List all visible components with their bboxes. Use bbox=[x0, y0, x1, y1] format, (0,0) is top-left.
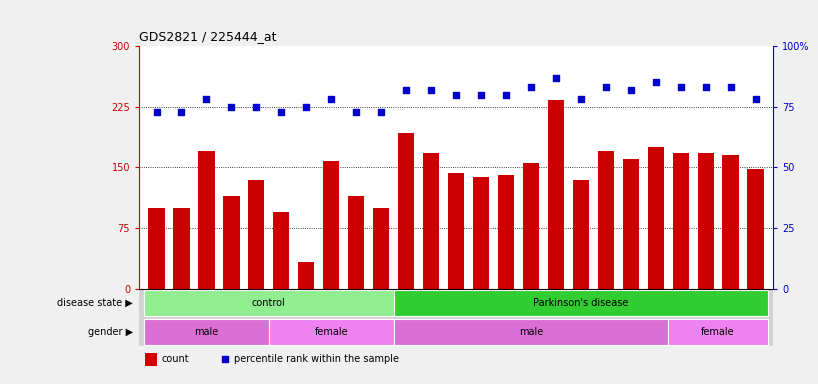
Text: male: male bbox=[195, 327, 218, 337]
Point bbox=[375, 109, 388, 115]
Text: female: female bbox=[701, 327, 735, 337]
Point bbox=[524, 84, 537, 90]
Text: female: female bbox=[314, 327, 348, 337]
Point bbox=[399, 87, 412, 93]
Point bbox=[249, 104, 263, 110]
Bar bbox=[423, 153, 439, 289]
Bar bbox=[148, 208, 164, 289]
Bar bbox=[573, 179, 589, 289]
Bar bbox=[523, 163, 539, 289]
Point bbox=[349, 109, 362, 115]
Bar bbox=[269, 319, 393, 344]
Bar bbox=[144, 290, 393, 316]
Bar bbox=[748, 169, 764, 289]
Text: disease state ▶: disease state ▶ bbox=[57, 298, 133, 308]
Bar bbox=[473, 177, 489, 289]
Bar bbox=[144, 319, 269, 344]
Bar bbox=[393, 290, 768, 316]
Bar bbox=[146, 353, 157, 366]
Bar bbox=[173, 208, 190, 289]
Text: male: male bbox=[519, 327, 543, 337]
Bar bbox=[323, 161, 339, 289]
Bar bbox=[448, 173, 464, 289]
Point bbox=[674, 84, 687, 90]
Point bbox=[325, 96, 338, 103]
Bar bbox=[373, 208, 389, 289]
Bar bbox=[348, 196, 364, 289]
Text: count: count bbox=[161, 354, 189, 364]
Point bbox=[600, 84, 613, 90]
Point bbox=[275, 109, 288, 115]
Bar bbox=[598, 151, 614, 289]
Bar bbox=[722, 155, 739, 289]
Bar bbox=[698, 153, 714, 289]
Bar bbox=[198, 151, 214, 289]
Bar bbox=[622, 159, 639, 289]
Bar bbox=[548, 100, 564, 289]
Text: control: control bbox=[252, 298, 285, 308]
Bar bbox=[398, 132, 414, 289]
Text: Parkinson's disease: Parkinson's disease bbox=[533, 298, 628, 308]
Bar bbox=[672, 153, 689, 289]
Bar bbox=[299, 262, 314, 289]
Point bbox=[299, 104, 312, 110]
Text: percentile rank within the sample: percentile rank within the sample bbox=[234, 354, 399, 364]
Bar bbox=[668, 319, 768, 344]
Bar bbox=[248, 179, 264, 289]
Point bbox=[425, 87, 438, 93]
Point bbox=[450, 91, 463, 98]
Bar bbox=[498, 175, 514, 289]
Point bbox=[624, 87, 637, 93]
Point bbox=[724, 84, 737, 90]
Point bbox=[749, 96, 762, 103]
Text: gender ▶: gender ▶ bbox=[88, 327, 133, 337]
Point bbox=[200, 96, 213, 103]
Point bbox=[574, 96, 587, 103]
Bar bbox=[273, 212, 290, 289]
Point bbox=[649, 79, 663, 86]
Text: GDS2821 / 225444_at: GDS2821 / 225444_at bbox=[139, 30, 276, 43]
Bar bbox=[648, 147, 664, 289]
Point bbox=[500, 91, 513, 98]
Bar bbox=[393, 319, 668, 344]
Point bbox=[150, 109, 163, 115]
Point bbox=[225, 104, 238, 110]
Bar bbox=[223, 196, 240, 289]
Point bbox=[474, 91, 488, 98]
Point bbox=[699, 84, 712, 90]
Point bbox=[175, 109, 188, 115]
Point bbox=[550, 74, 563, 81]
